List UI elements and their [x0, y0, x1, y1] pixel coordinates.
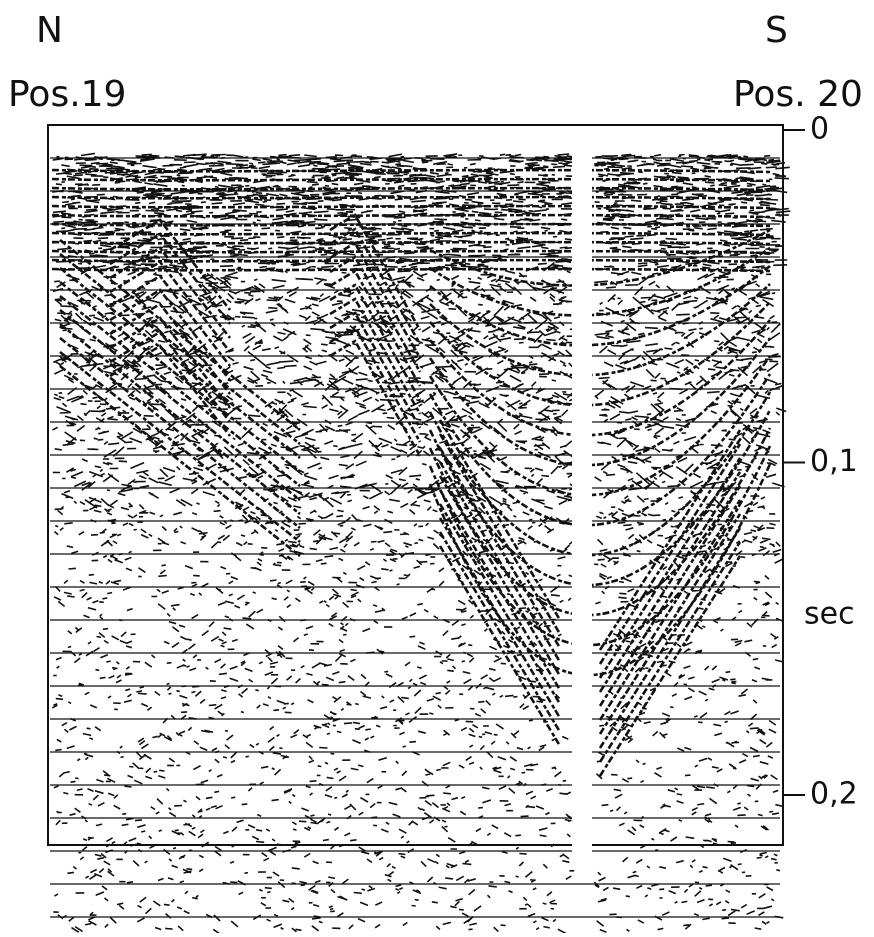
reflectors: [51, 168, 772, 777]
axis-unit: sec: [804, 597, 855, 632]
position-label: Pos.19: [8, 74, 126, 115]
data-gap: [572, 152, 592, 852]
position-label: Pos. 20: [733, 74, 863, 115]
seismic-section: [50, 152, 791, 935]
time-axis: 0 0,1 0,2: [783, 112, 858, 812]
tick-label: 0,1: [810, 444, 858, 479]
tick-label: 0,2: [810, 777, 858, 812]
frame: [47, 124, 784, 846]
direction-label: S: [765, 10, 788, 51]
direction-label: N: [36, 10, 63, 51]
tick-label: 0: [810, 112, 829, 147]
